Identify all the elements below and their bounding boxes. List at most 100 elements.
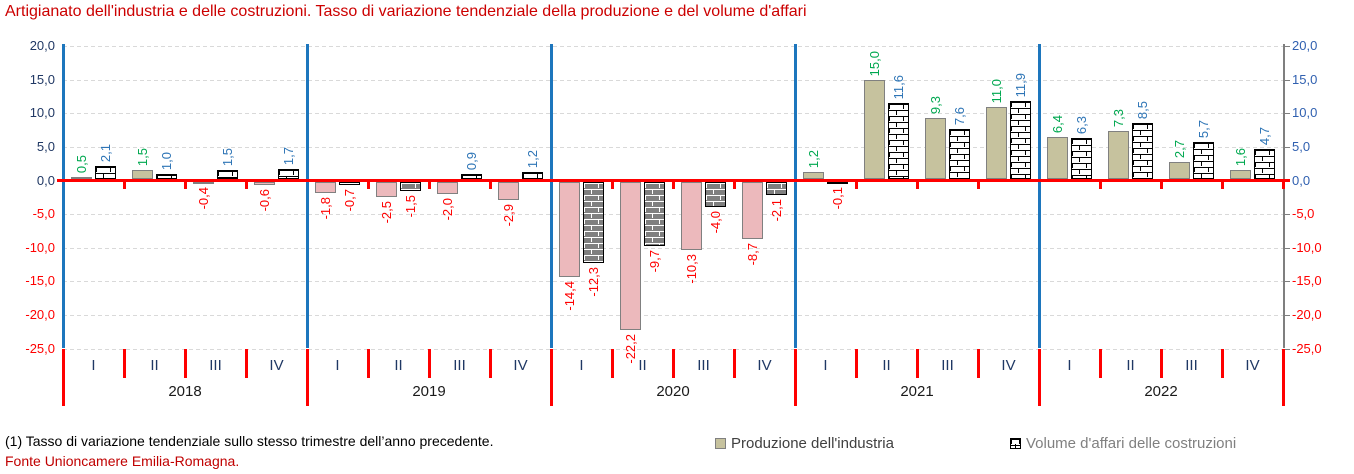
- gridline: [63, 46, 1283, 47]
- year-label: 2022: [1144, 383, 1178, 400]
- right-axis-tick: [1283, 315, 1290, 316]
- y-axis-label-left: -20,0: [25, 307, 55, 322]
- value-label-construction-2019-III: 0,9: [463, 151, 479, 170]
- quarter-tick: [916, 349, 919, 378]
- year-separator-line: [794, 44, 797, 348]
- value-label-industry-2019-III: -2,0: [439, 198, 455, 221]
- quarter-tick: [367, 349, 370, 378]
- value-label-construction-2020-III: -4,0: [707, 211, 723, 234]
- bar-industry-2022-IV: [1230, 170, 1251, 179]
- y-axis-label-right: -10,0: [1292, 240, 1322, 255]
- quarter-label: III: [697, 357, 710, 374]
- value-label-industry-2021-I: 1,2: [805, 149, 821, 168]
- value-label-construction-2021-II: 11,6: [890, 74, 906, 99]
- value-label-industry-2020-III: -10,3: [683, 254, 699, 284]
- value-label-industry-2018-III: -0,4: [195, 187, 211, 210]
- bar-industry-2019-III: [437, 182, 458, 194]
- value-label-construction-2021-I: -0,1: [829, 187, 845, 210]
- bar-construction-2020-IV: [766, 182, 787, 195]
- y-axis-label-left: 20,0: [29, 38, 55, 53]
- zero-axis-quarter-tick: [672, 182, 675, 189]
- quarter-label: I: [335, 357, 340, 374]
- bar-industry-2019-I: [315, 182, 336, 193]
- quarter-label: III: [1185, 357, 1198, 374]
- value-label-construction-2020-II: -9,7: [646, 250, 662, 273]
- bar-industry-2018-II: [132, 170, 153, 179]
- bar-construction-2019-II: [400, 182, 421, 191]
- quarter-tick: [1160, 349, 1163, 378]
- y-axis-label-left: 0,0: [36, 173, 55, 188]
- value-label-industry-2018-I: 0,5: [73, 154, 89, 173]
- value-label-industry-2019-IV: -2,9: [500, 204, 516, 227]
- bar-industry-2022-II: [1108, 131, 1129, 179]
- y-axis-label-left: 15,0: [29, 72, 55, 87]
- zero-axis-line: [57, 179, 1290, 182]
- quarter-tick: [855, 349, 858, 378]
- year-boundary-tick: [306, 349, 309, 406]
- bar-industry-2020-III: [681, 182, 702, 250]
- bar-industry-2019-IV: [498, 182, 519, 200]
- y-axis-label-left: -15,0: [25, 273, 55, 288]
- y-axis-label-right: -5,0: [1292, 206, 1315, 221]
- zero-axis-quarter-tick: [367, 182, 370, 189]
- bar-construction-2018-II: [156, 174, 177, 179]
- value-label-industry-2022-III: 2,7: [1171, 139, 1187, 158]
- quarter-label: IV: [1001, 357, 1016, 374]
- y-axis-label-right: 5,0: [1292, 139, 1311, 154]
- quarter-tick: [733, 349, 736, 378]
- bar-industry-2021-II: [864, 80, 885, 179]
- chart-title: Artigianato dell'industria e delle costr…: [5, 3, 807, 20]
- gridline: [63, 80, 1283, 81]
- y-axis-label-right: -20,0: [1292, 307, 1322, 322]
- bar-industry-2022-I: [1047, 137, 1068, 179]
- right-axis-tick: [1283, 214, 1290, 215]
- quarter-label: I: [1067, 357, 1072, 374]
- gridline: [63, 147, 1283, 148]
- quarter-label: II: [1126, 357, 1135, 374]
- bar-industry-2020-II: [620, 182, 641, 330]
- y-axis-label-right: -25,0: [1292, 341, 1322, 356]
- value-label-industry-2022-II: 7,3: [1110, 108, 1126, 127]
- bar-construction-2019-IV: [522, 172, 543, 179]
- zero-axis-quarter-tick: [184, 182, 187, 189]
- year-separator-line: [1038, 44, 1041, 348]
- bar-industry-2018-IV: [254, 182, 275, 185]
- construction-brick-swatch-icon: [1009, 438, 1021, 449]
- year-boundary-tick: [550, 349, 553, 406]
- bar-construction-2022-III: [1193, 142, 1214, 179]
- value-label-industry-2018-II: 1,5: [134, 147, 150, 166]
- bar-industry-2019-II: [376, 182, 397, 197]
- bar-construction-2021-III: [949, 129, 970, 179]
- y-axis-label-left: 10,0: [29, 105, 55, 120]
- value-label-construction-2021-IV: 11,9: [1012, 72, 1028, 97]
- right-axis-tick: [1283, 281, 1290, 282]
- right-axis-tick: [1283, 147, 1290, 148]
- bar-construction-2018-IV: [278, 169, 299, 179]
- bar-construction-2021-IV: [1010, 101, 1031, 179]
- quarter-tick: [123, 349, 126, 378]
- quarter-tick: [428, 349, 431, 378]
- value-label-construction-2019-I: -0,7: [341, 189, 357, 212]
- quarter-label: II: [882, 357, 891, 374]
- zero-axis-quarter-tick: [123, 182, 126, 189]
- year-label: 2018: [168, 383, 202, 400]
- value-label-construction-2018-IV: 1,7: [280, 146, 296, 165]
- gridline: [63, 113, 1283, 114]
- legend-label-industry: Produzione dell'industria: [731, 435, 894, 452]
- zero-axis-quarter-tick: [1160, 182, 1163, 189]
- zero-axis-quarter-tick: [733, 182, 736, 189]
- quarter-tick: [672, 349, 675, 378]
- bar-industry-2020-I: [559, 182, 580, 277]
- value-label-industry-2021-IV: 11,0: [988, 78, 1004, 103]
- quarter-label: III: [453, 357, 466, 374]
- zero-axis-quarter-tick: [428, 182, 431, 189]
- quarter-label: IV: [1245, 357, 1260, 374]
- quarter-label: IV: [269, 357, 284, 374]
- quarter-tick: [489, 349, 492, 378]
- value-label-industry-2022-I: 6,4: [1049, 114, 1065, 133]
- value-label-construction-2018-II: 1,0: [158, 151, 174, 170]
- quarter-label: II: [638, 357, 647, 374]
- year-label: 2020: [656, 383, 690, 400]
- zero-axis-quarter-tick: [855, 182, 858, 189]
- value-label-industry-2019-I: -1,8: [317, 197, 333, 220]
